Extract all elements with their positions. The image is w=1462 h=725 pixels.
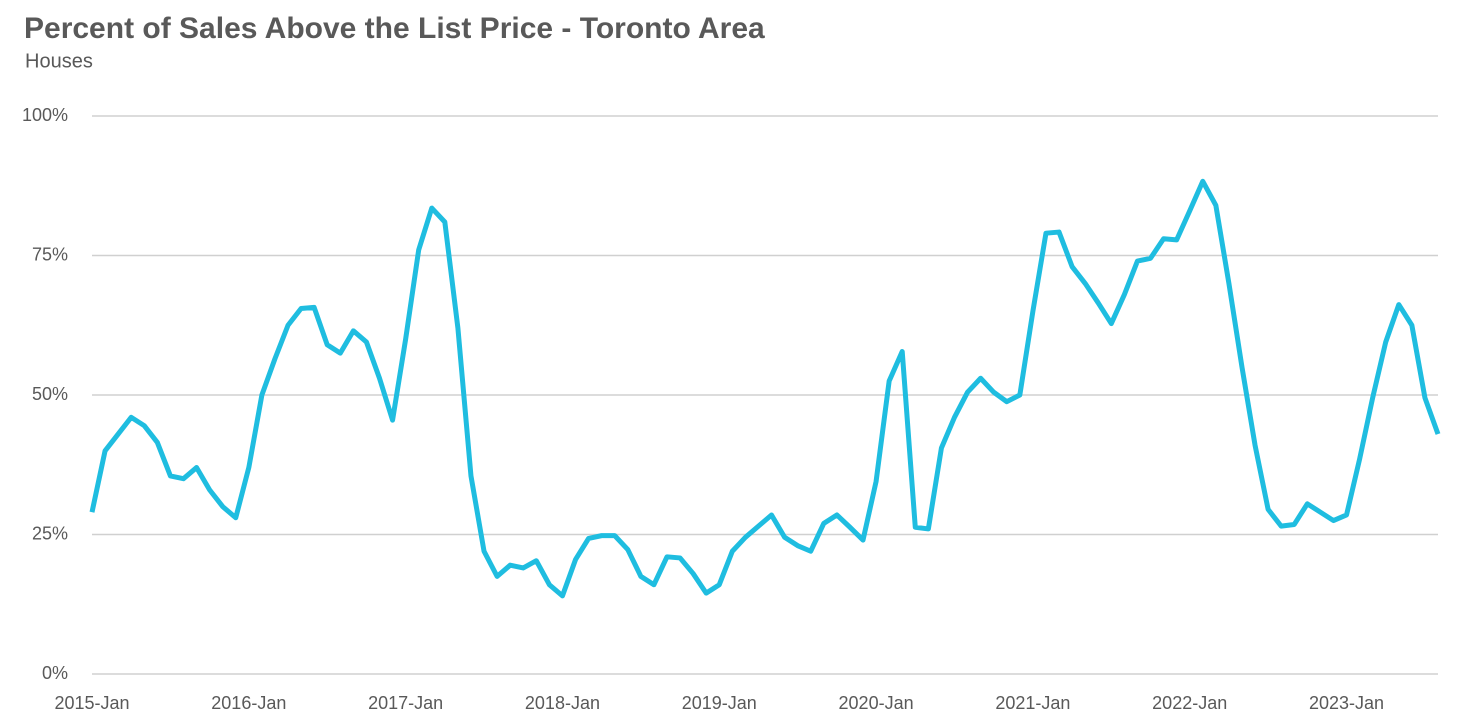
y-tick-label: 25% <box>32 523 68 543</box>
x-tick-label: 2021-Jan <box>995 693 1070 713</box>
y-tick-label: 100% <box>22 105 68 125</box>
chart-title: Percent of Sales Above the List Price - … <box>24 12 765 45</box>
x-tick-label: 2016-Jan <box>211 693 286 713</box>
x-tick-label: 2023-Jan <box>1309 693 1384 713</box>
x-tick-label: 2020-Jan <box>839 693 914 713</box>
x-tick-label: 2022-Jan <box>1152 693 1227 713</box>
x-tick-label: 2017-Jan <box>368 693 443 713</box>
y-tick-label: 0% <box>42 663 68 683</box>
y-tick-label: 75% <box>32 244 68 264</box>
data-line <box>89 178 1441 599</box>
y-tick-label: 50% <box>32 384 68 404</box>
x-tick-label: 2019-Jan <box>682 693 757 713</box>
chart-subtitle: Houses <box>25 50 93 72</box>
x-tick-label: 2018-Jan <box>525 693 600 713</box>
x-tick-label: 2015-Jan <box>54 693 129 713</box>
